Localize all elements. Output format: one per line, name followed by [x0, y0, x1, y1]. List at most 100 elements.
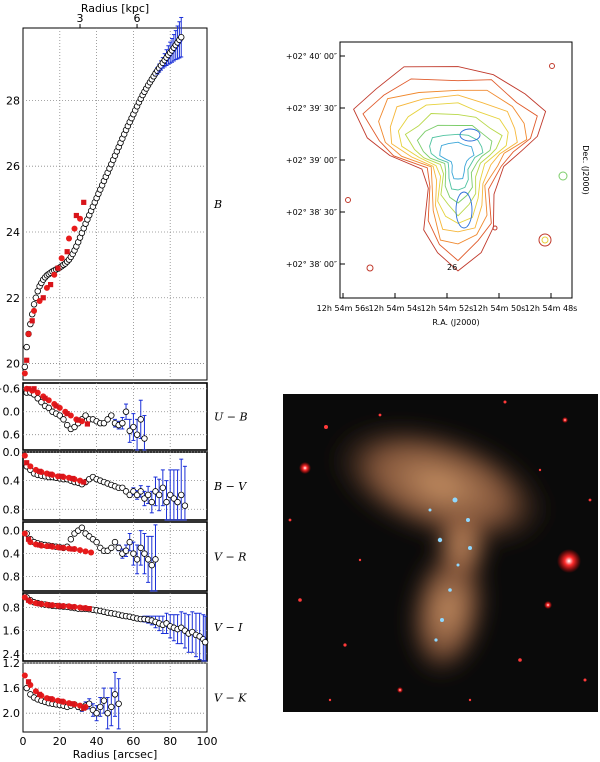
- panel-label: U − B: [214, 411, 248, 424]
- star: [358, 558, 362, 562]
- data-point-open: [155, 491, 163, 499]
- y-tick-label: 0.4: [3, 475, 21, 488]
- contour-satellites: [345, 63, 568, 272]
- data-point-red-square: [81, 479, 87, 485]
- star: [503, 400, 507, 404]
- contour-line: [429, 133, 484, 191]
- star-forming-knots: [428, 497, 472, 642]
- bottom-tick-label: 60: [126, 735, 140, 748]
- knot: [434, 638, 438, 642]
- data-point-red-square: [81, 605, 87, 611]
- data-point-open: [111, 691, 119, 698]
- data-point-open: [152, 556, 159, 563]
- data-point-red-square: [29, 318, 35, 324]
- galaxy-image: [283, 394, 598, 712]
- contour-satellite: [549, 63, 555, 69]
- data-point-red-square: [73, 212, 79, 219]
- star: [468, 698, 472, 702]
- galaxy-upper-lobe: [329, 421, 551, 549]
- ra-axis-label: R.A. (J2000): [432, 318, 479, 327]
- data-point-open: [23, 343, 30, 351]
- y-tick-label: 0.0: [3, 406, 21, 419]
- dec-tick-label: +02° 39′ 00″: [286, 156, 337, 165]
- y-tick-label: 2.4: [3, 648, 21, 661]
- data-point-red-square: [48, 696, 54, 702]
- bottom-tick-label: 80: [163, 735, 177, 748]
- data-point-open: [63, 421, 71, 429]
- data-point-red-circle: [77, 547, 84, 554]
- contour-satellite: [366, 264, 374, 272]
- data-point-open: [108, 544, 115, 552]
- bottom-tick-label: 20: [53, 735, 67, 748]
- contour-frame: [339, 41, 573, 299]
- y-tick-label: 24: [6, 226, 20, 239]
- contour-map: 26 +02° 40′ 00″+02° 39′ 30″+02° 39′ 00″+…: [286, 41, 590, 327]
- data-point-red-square: [70, 475, 76, 482]
- data-point-red-square: [64, 249, 70, 255]
- data-point-open: [159, 484, 167, 491]
- knot: [440, 618, 444, 622]
- contour-line: [353, 66, 547, 272]
- bright-star: [557, 549, 581, 573]
- data-point-red-square: [70, 546, 76, 552]
- data-point-red-square: [24, 357, 30, 363]
- data-point-red-square: [48, 602, 54, 608]
- contour-line: [439, 141, 475, 180]
- ra-tick-label: 12h 54m 48s: [525, 304, 578, 313]
- y-tick-label: 0.4: [3, 548, 21, 561]
- data-point-red-square: [81, 199, 87, 205]
- data-point-open: [126, 427, 133, 435]
- contour-line: [397, 102, 509, 224]
- data-point-open: [144, 556, 152, 563]
- data-point-open: [133, 431, 141, 438]
- data-point-open: [133, 556, 141, 563]
- contour-line: [389, 94, 518, 233]
- data-point-open: [122, 408, 130, 415]
- data-point-open: [71, 423, 78, 431]
- panel-label: B − V: [213, 480, 247, 493]
- star: [538, 468, 542, 472]
- data-point-open: [21, 363, 29, 371]
- dec-tick-labels: +02° 40′ 00″ +02° 39′ 30″ +02° 39′ 00″ +02°…: [286, 52, 345, 269]
- data-point-open: [174, 498, 181, 506]
- contour-core: [459, 128, 481, 142]
- data-point-red-square: [59, 698, 65, 704]
- foreground-stars: [288, 400, 592, 702]
- dec-tick-label: +02° 38′ 30″: [286, 208, 337, 217]
- data-point-open: [137, 544, 144, 552]
- panel-frame: [22, 27, 208, 381]
- data-point-red-square: [84, 421, 90, 427]
- panel-VK: 1.2 1.6 2.0 V − K: [3, 657, 247, 733]
- data-point-red-square: [55, 265, 61, 271]
- data-point-open: [78, 524, 86, 531]
- bottom-tick-label: 100: [197, 735, 218, 748]
- data-point-red-square: [64, 411, 70, 417]
- series-red-squares: [25, 597, 92, 612]
- data-point-red-square: [59, 473, 65, 479]
- star: [583, 678, 587, 682]
- data-point-open: [137, 416, 144, 423]
- data-point-open: [148, 498, 155, 506]
- contour-core: [455, 191, 473, 229]
- star: [518, 658, 522, 662]
- bottom-tick-label: 0: [20, 735, 27, 748]
- data-point-red-square: [31, 386, 37, 392]
- panel-VI: 0.8 1.6 2.4 V − I: [3, 592, 243, 662]
- star: [397, 687, 403, 693]
- data-point-red-circle: [21, 452, 28, 459]
- contour-level-label: 26: [447, 263, 457, 272]
- data-point-open: [130, 550, 137, 557]
- panel-frame: [22, 521, 208, 592]
- data-point-red-circle: [21, 370, 28, 377]
- top-tick-label: 3: [77, 12, 84, 25]
- data-point-red-square: [48, 281, 54, 288]
- ra-tick-label: 12h 54m 56s: [317, 304, 370, 313]
- panel-frame: [22, 382, 208, 451]
- y-tick-label: 0.0: [3, 446, 21, 459]
- data-point-red-circle: [51, 271, 58, 278]
- contour-satellite: [492, 225, 498, 231]
- star: [328, 698, 332, 702]
- knot: [448, 588, 452, 592]
- data-point-open: [115, 544, 122, 552]
- dec-tick-label: +02° 38′ 00″: [286, 260, 337, 269]
